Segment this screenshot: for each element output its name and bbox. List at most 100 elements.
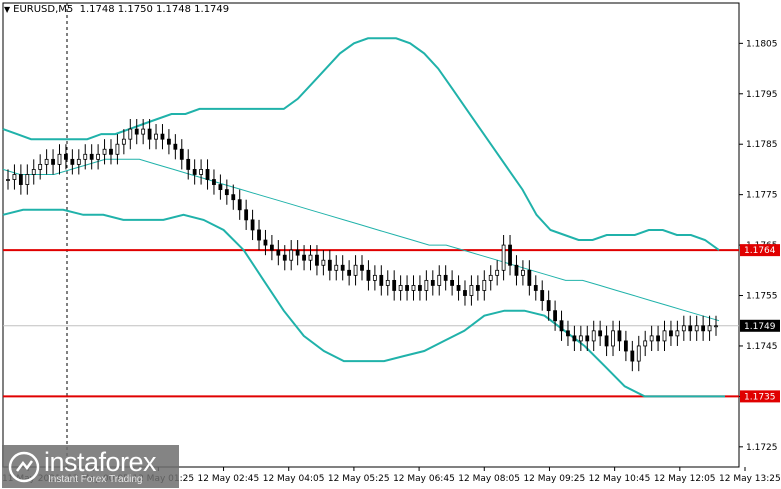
candle-body — [533, 285, 538, 291]
current-price-label: 1.1749 — [744, 322, 776, 332]
x-tick-label: 12 May 06:45 — [393, 474, 455, 484]
candle-body — [276, 249, 281, 256]
candle-body — [392, 279, 397, 291]
candle-body — [289, 249, 294, 261]
candle-body — [44, 158, 49, 165]
candle-body — [508, 244, 512, 266]
candle-body — [688, 325, 693, 332]
candle-body — [192, 169, 197, 175]
candle-body — [205, 169, 210, 180]
candle-body — [102, 148, 107, 155]
candle-body — [578, 335, 583, 342]
candle-body — [617, 330, 622, 342]
candle-body — [224, 189, 229, 196]
candle-body — [147, 128, 152, 140]
candle-body — [495, 269, 500, 276]
candle-body — [308, 254, 313, 261]
candle-body — [360, 264, 364, 271]
candle-body — [456, 285, 461, 291]
candle-body — [623, 340, 628, 352]
candle-body — [179, 148, 184, 160]
bollinger-middle-line — [2, 158, 720, 322]
candle-body — [167, 138, 171, 145]
candle-body — [321, 259, 326, 266]
candle-body — [89, 153, 94, 160]
x-tick-label: 12 May 12:05 — [654, 474, 716, 484]
candle-body — [398, 285, 403, 291]
bollinger-lower-line — [2, 208, 725, 398]
level-label-box — [740, 244, 780, 257]
candle-body — [237, 199, 242, 211]
candle-body — [662, 330, 667, 342]
candle-body — [295, 249, 300, 256]
candle-body — [121, 138, 126, 145]
candle-body — [244, 209, 249, 221]
candle-body — [173, 143, 178, 150]
x-tick-label: 12 May 09:25 — [523, 474, 585, 484]
candle-body — [347, 269, 352, 276]
x-tick-label: 12 May 02:45 — [198, 474, 260, 484]
candle-body — [585, 335, 590, 342]
y-tick-label: 1.1775 — [746, 191, 778, 201]
candle-body — [591, 330, 596, 342]
candle-body — [199, 169, 203, 175]
instaforex-logo-icon — [8, 451, 40, 483]
candle-body — [96, 153, 101, 160]
candle-body — [572, 335, 577, 342]
candle-body — [714, 325, 718, 328]
y-tick-label: 1.1805 — [746, 39, 778, 49]
candle-body — [340, 264, 345, 271]
x-tick-label: 12 May 05:25 — [328, 474, 390, 484]
candle-body — [463, 290, 467, 296]
chart-header: ▼ EURUSD,M5 1.1748 1.1750 1.1748 1.1749 — [4, 4, 229, 15]
candle-body — [372, 274, 377, 281]
candle-body — [366, 269, 371, 281]
x-tick-label: 12 May 08:05 — [458, 474, 520, 484]
candle-body — [450, 279, 455, 286]
candle-body — [681, 325, 686, 332]
instaforex-watermark: instaforex Instant Forex Trading — [2, 445, 179, 488]
candle-body — [694, 325, 699, 332]
candle-body — [269, 244, 274, 251]
candle-body — [76, 158, 81, 165]
collapse-triangle-icon[interactable]: ▼ — [4, 5, 11, 14]
candle-body — [160, 133, 165, 140]
candle-body — [57, 153, 62, 165]
candle-body — [675, 330, 680, 337]
y-tick-label: 1.1755 — [746, 292, 778, 302]
candle-body — [6, 179, 10, 181]
candle-body — [630, 350, 635, 362]
candle-body — [315, 254, 319, 266]
x-tick-label: 12 May 10:45 — [589, 474, 651, 484]
candle-body — [257, 229, 261, 241]
candle-body — [553, 310, 557, 322]
candle-body — [70, 158, 75, 165]
candle-body — [83, 153, 88, 160]
candle-body — [334, 264, 339, 271]
candle-body — [514, 264, 519, 276]
candle-body — [475, 285, 480, 291]
candle-body — [521, 269, 525, 276]
candle-body — [115, 143, 120, 155]
candle-body — [128, 128, 133, 140]
candle-body — [18, 174, 23, 185]
candle-body — [430, 279, 435, 286]
ohlc-readout: 1.1748 1.1750 1.1748 1.1749 — [79, 4, 230, 15]
candle-body — [701, 325, 706, 332]
candle-body — [218, 184, 223, 191]
candle-body — [134, 128, 139, 135]
candle-body — [212, 179, 216, 185]
candle-body — [379, 274, 384, 286]
candle-body — [611, 330, 615, 347]
candle-body — [598, 330, 603, 337]
candle-body — [12, 174, 17, 180]
candle-body — [482, 279, 487, 291]
candle-body — [282, 254, 287, 261]
y-tick-label: 1.1785 — [746, 140, 778, 150]
candle-body — [437, 274, 442, 286]
candle-body — [527, 269, 532, 286]
candle-body — [186, 158, 191, 170]
candle-body — [250, 219, 255, 231]
candle-body — [411, 285, 416, 291]
